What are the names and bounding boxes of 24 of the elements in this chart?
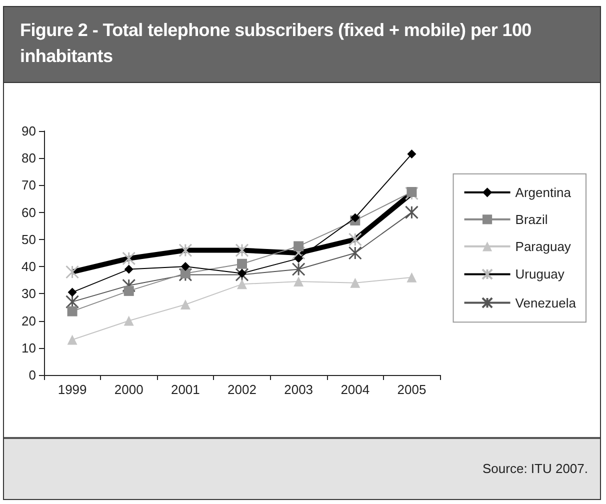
- source-note: Source: ITU 2007.: [482, 461, 588, 476]
- x-tick-label: 2001: [170, 382, 200, 397]
- y-tick-label: 10: [22, 340, 36, 356]
- x-tick-label: 2003: [284, 382, 314, 397]
- y-tick-label: 90: [22, 124, 36, 138]
- y-tick-label: 40: [22, 259, 36, 274]
- y-tick-label: 70: [22, 178, 36, 193]
- y-tick-label: 20: [22, 313, 36, 328]
- y-tick-label: 30: [22, 286, 36, 302]
- x-tick-label: 2000: [114, 382, 144, 397]
- x-tick-label: 2004: [340, 382, 370, 397]
- x-tick-label: 1999: [58, 382, 87, 397]
- y-tick-label: 60: [22, 204, 36, 220]
- x-tick-label: 2005: [397, 382, 426, 397]
- legend-label: Brazil: [515, 212, 548, 227]
- legend-label: Uruguay: [515, 266, 565, 282]
- legend-label: Venezuela: [515, 295, 577, 310]
- chart-title: Figure 2 - Total telephone subscribers (fixed + mobile) per 100 inhabitants: [4, 7, 600, 83]
- y-tick-label: 50: [22, 232, 36, 247]
- legend-label: Paraguay: [515, 238, 572, 254]
- legend-label: Argentina: [515, 184, 572, 200]
- y-tick-label: 80: [22, 150, 36, 166]
- x-tick-label: 2002: [228, 382, 256, 397]
- y-tick-label: 0: [28, 368, 36, 382]
